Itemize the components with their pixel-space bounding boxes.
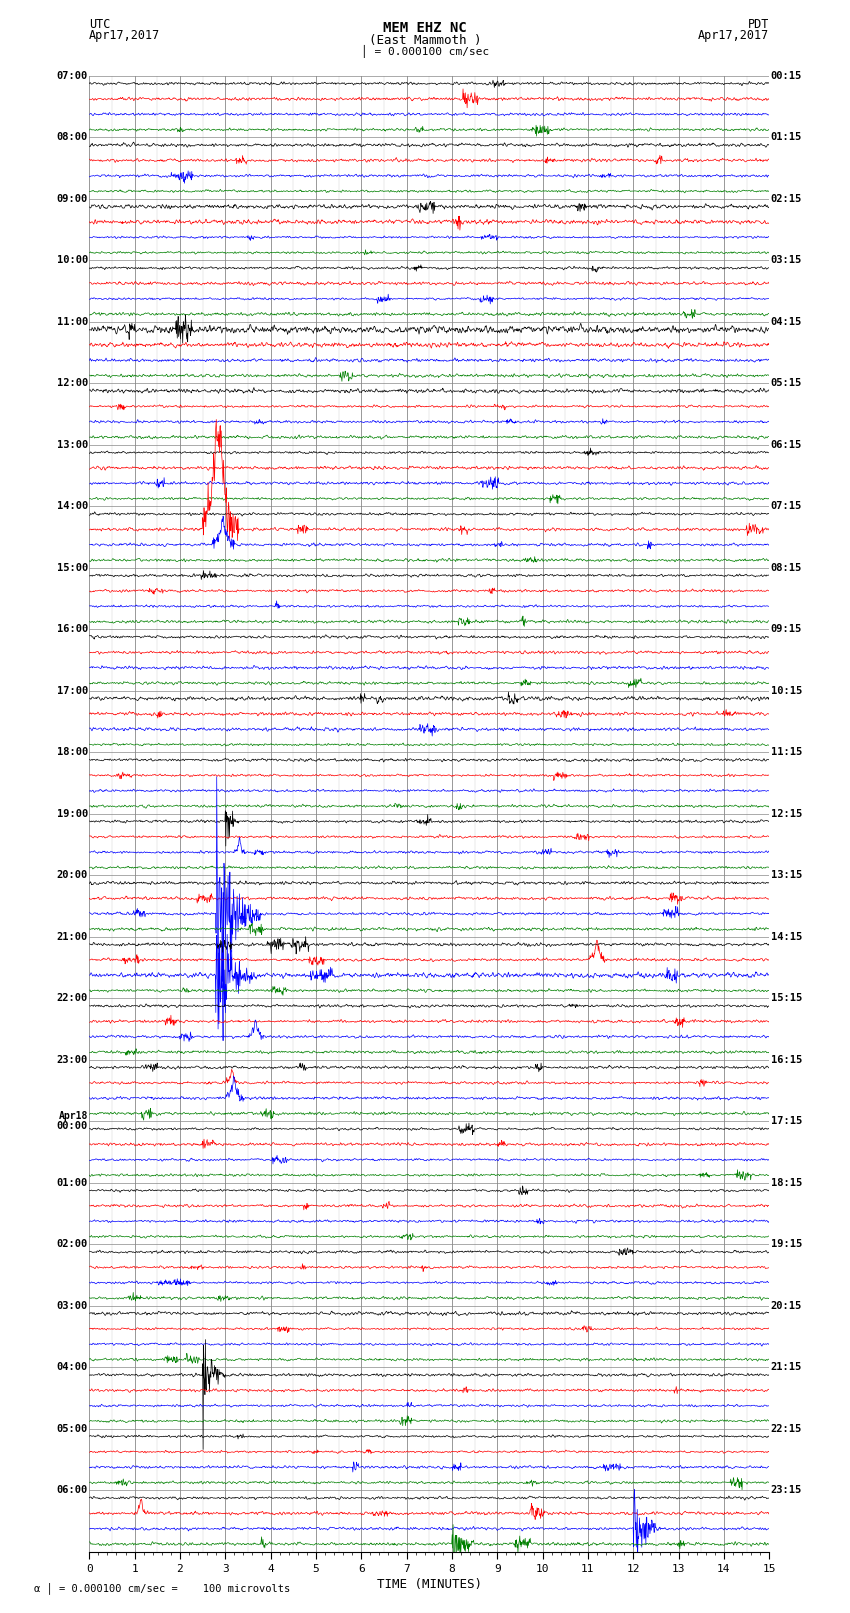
- Text: 10:15: 10:15: [771, 686, 802, 695]
- Text: Apr17,2017: Apr17,2017: [698, 29, 769, 42]
- Text: 21:00: 21:00: [57, 932, 88, 942]
- Text: 05:00: 05:00: [57, 1424, 88, 1434]
- Text: 16:15: 16:15: [771, 1055, 802, 1065]
- Text: 13:00: 13:00: [57, 440, 88, 450]
- Text: 18:15: 18:15: [771, 1177, 802, 1187]
- Text: 01:15: 01:15: [771, 132, 802, 142]
- Text: 06:00: 06:00: [57, 1486, 88, 1495]
- Text: MEM EHZ NC: MEM EHZ NC: [383, 21, 467, 35]
- Text: 02:15: 02:15: [771, 194, 802, 203]
- Text: 15:00: 15:00: [57, 563, 88, 573]
- Text: 19:00: 19:00: [57, 808, 88, 819]
- Text: 11:00: 11:00: [57, 316, 88, 327]
- Text: 16:00: 16:00: [57, 624, 88, 634]
- Text: 04:00: 04:00: [57, 1363, 88, 1373]
- Text: 23:15: 23:15: [771, 1486, 802, 1495]
- Text: 11:15: 11:15: [771, 747, 802, 756]
- Text: 03:15: 03:15: [771, 255, 802, 265]
- Text: 19:15: 19:15: [771, 1239, 802, 1248]
- Text: Apr18: Apr18: [59, 1111, 88, 1121]
- Text: 17:15: 17:15: [771, 1116, 802, 1126]
- Text: 09:00: 09:00: [57, 194, 88, 203]
- Text: 22:15: 22:15: [771, 1424, 802, 1434]
- Text: 12:15: 12:15: [771, 808, 802, 819]
- Text: 14:00: 14:00: [57, 502, 88, 511]
- Text: 20:15: 20:15: [771, 1300, 802, 1311]
- Text: 22:00: 22:00: [57, 994, 88, 1003]
- Text: 17:00: 17:00: [57, 686, 88, 695]
- Text: Apr17,2017: Apr17,2017: [89, 29, 161, 42]
- Text: 20:00: 20:00: [57, 871, 88, 881]
- Text: 18:00: 18:00: [57, 747, 88, 756]
- Text: 07:00: 07:00: [57, 71, 88, 81]
- X-axis label: TIME (MINUTES): TIME (MINUTES): [377, 1578, 482, 1590]
- Text: (East Mammoth ): (East Mammoth ): [369, 34, 481, 47]
- Text: 02:00: 02:00: [57, 1239, 88, 1248]
- Text: 08:00: 08:00: [57, 132, 88, 142]
- Text: 14:15: 14:15: [771, 932, 802, 942]
- Text: 21:15: 21:15: [771, 1363, 802, 1373]
- Text: 04:15: 04:15: [771, 316, 802, 327]
- Text: │ = 0.000100 cm/sec: │ = 0.000100 cm/sec: [361, 45, 489, 58]
- Text: 03:00: 03:00: [57, 1300, 88, 1311]
- Text: 01:00: 01:00: [57, 1177, 88, 1187]
- Text: 07:15: 07:15: [771, 502, 802, 511]
- Text: PDT: PDT: [748, 18, 769, 31]
- Text: 05:15: 05:15: [771, 379, 802, 389]
- Text: 06:15: 06:15: [771, 440, 802, 450]
- Text: UTC: UTC: [89, 18, 110, 31]
- Text: 13:15: 13:15: [771, 871, 802, 881]
- Text: 12:00: 12:00: [57, 379, 88, 389]
- Text: 09:15: 09:15: [771, 624, 802, 634]
- Text: 23:00: 23:00: [57, 1055, 88, 1065]
- Text: 00:15: 00:15: [771, 71, 802, 81]
- Text: 00:00: 00:00: [57, 1121, 88, 1131]
- Text: α │ = 0.000100 cm/sec =    100 microvolts: α │ = 0.000100 cm/sec = 100 microvolts: [34, 1582, 290, 1594]
- Text: 15:15: 15:15: [771, 994, 802, 1003]
- Text: 08:15: 08:15: [771, 563, 802, 573]
- Text: 10:00: 10:00: [57, 255, 88, 265]
